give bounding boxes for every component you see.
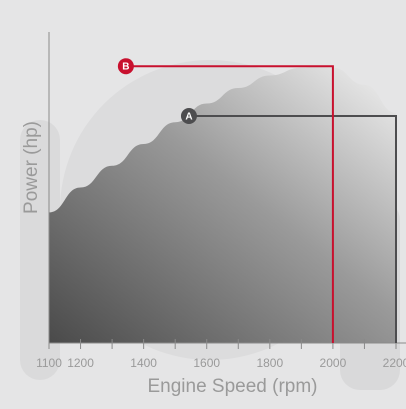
x-tick-label: 2000 (320, 356, 347, 370)
annotation-label: A (185, 111, 192, 122)
y-axis-title: Power (hp) (21, 121, 42, 214)
x-axis-title: Engine Speed (rpm) (147, 376, 317, 397)
x-tick-label: 1200 (67, 356, 94, 370)
annotations: AB (117, 58, 397, 343)
x-axis-tick-labels: 1100 1200 1400 1600 1800 2000 2200 (36, 356, 406, 370)
annotation-marker (180, 107, 197, 124)
x-tick-label: 2200 (383, 356, 406, 370)
annotation-b: B (117, 58, 334, 343)
x-tick-label: 1400 (130, 356, 157, 370)
x-tick-label: 1100 (36, 356, 62, 370)
annotation-label: B (122, 62, 129, 73)
annotation-line (190, 114, 397, 343)
annotation-marker (117, 58, 134, 75)
x-tick-label: 1800 (256, 356, 283, 370)
power-area (49, 66, 396, 343)
annotation-line (127, 65, 334, 343)
annotation-a: A (180, 107, 397, 343)
x-tick-label: 1600 (193, 356, 220, 370)
